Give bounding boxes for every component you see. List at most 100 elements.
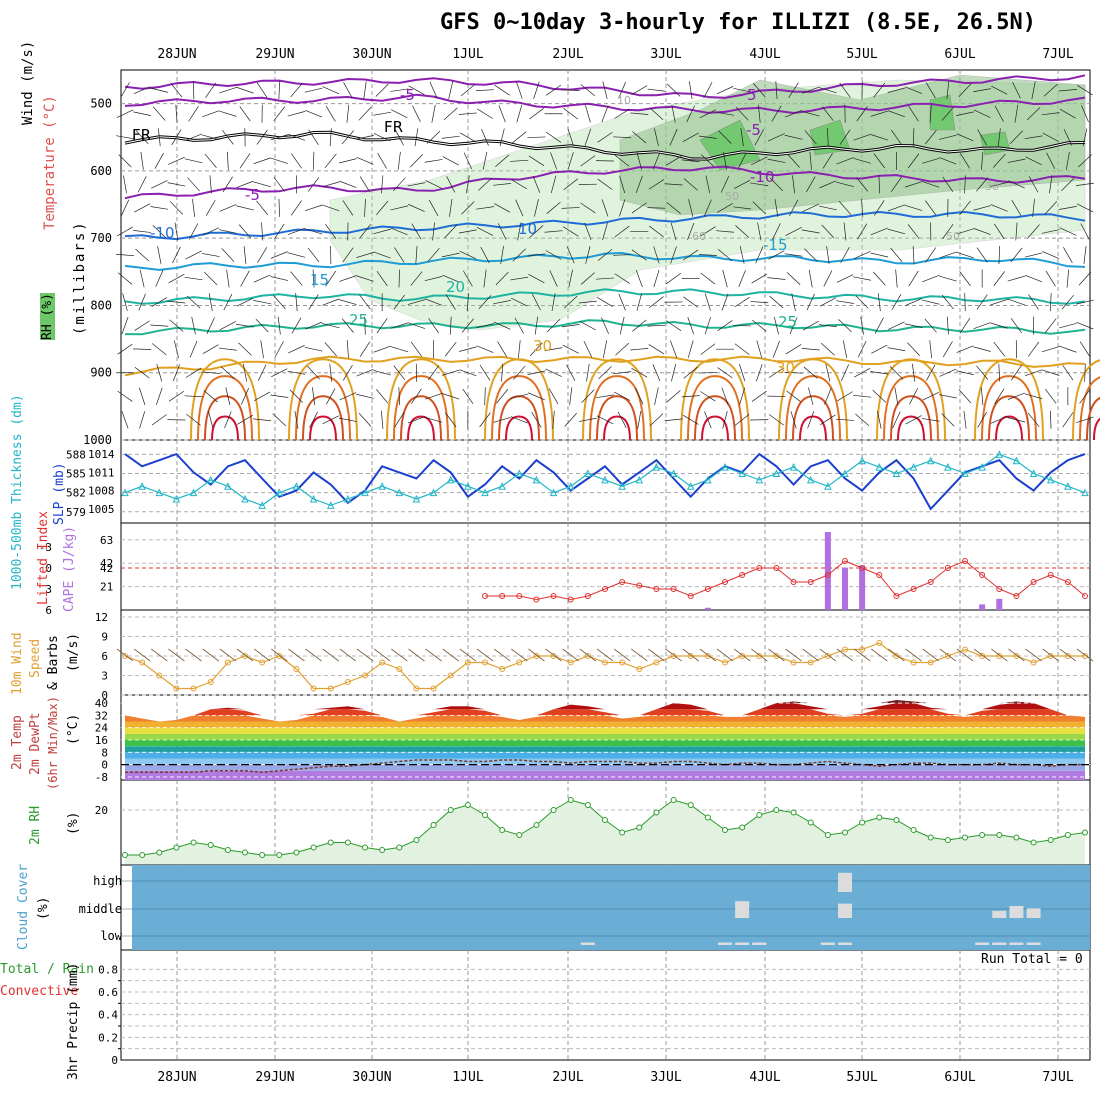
wind-barb	[407, 182, 426, 187]
wind-barb	[550, 175, 557, 194]
wind-barb	[117, 343, 133, 355]
wind-barb	[462, 388, 474, 404]
cloud-bar	[838, 872, 852, 892]
thickness-marker	[1029, 469, 1038, 478]
wind-barb	[527, 136, 546, 138]
dewpt-label: 2m DewPt	[28, 712, 43, 775]
wind-barb	[432, 222, 435, 241]
wind-barb	[338, 417, 357, 422]
surface-wind-barb	[613, 648, 631, 662]
surface-wind-barb	[682, 648, 699, 662]
wind-barb	[804, 248, 818, 262]
wind-barb	[756, 340, 763, 358]
thickness-marker	[755, 475, 764, 484]
wind-barb	[956, 251, 974, 259]
wind-barb	[512, 248, 527, 262]
surface-wind-barb	[168, 648, 185, 662]
surface-wind-barb	[871, 648, 888, 662]
wind-barb	[614, 391, 631, 401]
wind-barb	[1015, 222, 1018, 241]
lifted-tick-label: 0	[45, 562, 52, 575]
wind-barb	[636, 152, 642, 170]
wind-barb	[717, 367, 733, 379]
cloud-pct-label: (%)	[36, 896, 51, 920]
temp-band	[125, 733, 1085, 740]
wind-barb	[222, 129, 234, 145]
wind-barb	[820, 414, 836, 426]
wind-barb	[1031, 81, 1036, 100]
surface-wind-barb	[271, 648, 288, 662]
surface-isotherm	[295, 375, 351, 441]
bottom-date-label: 3JUL	[650, 1070, 681, 1085]
wind-barb	[356, 156, 374, 165]
wind-barb	[681, 395, 700, 398]
surface-wind-barb	[665, 648, 682, 662]
wind-barb	[1065, 151, 1070, 170]
wind-barb	[424, 393, 443, 400]
wind-barb	[414, 128, 419, 147]
wind-barb	[959, 200, 971, 216]
wind-barb	[704, 293, 711, 311]
wind-speed-marker	[413, 685, 420, 692]
lifted-marker	[876, 572, 883, 578]
rh-marker	[1082, 829, 1088, 836]
wind-barb	[767, 277, 786, 280]
wind-barb	[329, 128, 332, 147]
wind-speed-marker	[224, 659, 231, 666]
wind-barb	[649, 107, 664, 121]
wind-barb	[397, 151, 401, 170]
rh-marker	[396, 844, 403, 851]
wind-barb	[1042, 346, 1060, 353]
surface-wind-barb	[785, 648, 802, 662]
lifted-marker	[670, 586, 677, 592]
thickness-marker	[772, 469, 781, 478]
wind-barb	[925, 82, 936, 99]
wind-barb	[442, 274, 460, 283]
wind-barb	[1063, 128, 1072, 146]
thickness-marker	[498, 482, 506, 490]
bottom-date-label: 4JUL	[749, 1070, 780, 1085]
wind-barb	[768, 414, 784, 426]
wind-barb	[700, 272, 716, 285]
wind-barb	[1058, 206, 1077, 210]
surface-isotherm	[288, 358, 358, 441]
rh-marker	[962, 834, 968, 841]
wind-barb	[563, 295, 578, 309]
surface-wind-barb	[185, 648, 202, 662]
top-date-label: 30JUN	[352, 47, 391, 62]
wind-speed-marker	[944, 653, 951, 659]
thickness-marker	[841, 469, 849, 478]
wind-barb	[551, 293, 556, 312]
temp-band	[125, 746, 1085, 753]
lifted-marker	[756, 565, 763, 571]
surface-isotherm	[386, 358, 456, 441]
wind-barb	[376, 200, 389, 216]
wind-barb	[274, 341, 284, 358]
wind-barb	[407, 299, 426, 305]
wind-barb	[476, 227, 494, 236]
wind-barb	[373, 228, 391, 235]
wind-barb	[819, 297, 836, 307]
wind-speed-marker	[379, 659, 386, 666]
wind-barb	[1077, 85, 1093, 96]
wind-barb	[908, 270, 919, 287]
thickness-marker	[1046, 475, 1055, 484]
wind-speed-marker	[190, 685, 197, 692]
wind-barb	[566, 246, 575, 264]
wind-barb	[890, 176, 902, 192]
wind-barb	[652, 364, 661, 382]
wind-barb	[631, 367, 648, 378]
cloud-bar	[975, 942, 990, 945]
thickness-marker	[824, 482, 832, 490]
wind-barb	[994, 388, 1005, 405]
rh-marker	[293, 849, 300, 856]
wind-barb	[324, 153, 337, 169]
wind-barb	[444, 224, 458, 239]
wind-barb	[1009, 130, 1023, 144]
surface-wind-barb	[562, 648, 579, 662]
lifted-marker	[653, 586, 660, 592]
wind-barb	[993, 153, 1006, 168]
wind-barb	[772, 223, 781, 240]
wind-barb	[959, 153, 971, 169]
wind-barb	[393, 177, 406, 192]
